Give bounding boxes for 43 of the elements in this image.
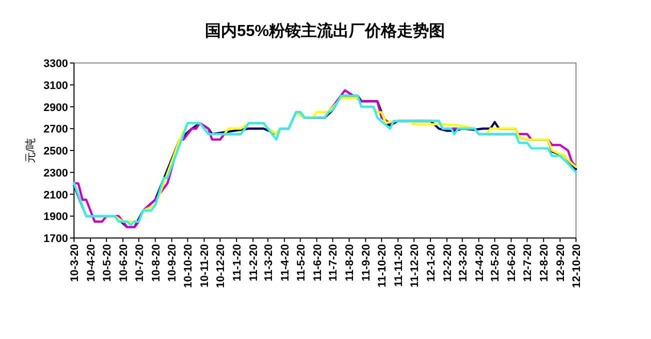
x-tick-label: 12-3-20 [457,244,470,282]
x-tick-label: 12-8-20 [538,244,551,282]
x-tick-label: 12-2-20 [442,244,454,282]
x-tick-label: 10-11-20 [199,244,212,288]
x-tick-label: 10-5-20 [101,244,114,282]
x-tick-label: 10-3-20 [69,244,81,282]
x-tick-label: 11-1-20 [232,244,244,282]
x-tick-label: 10-6-20 [118,244,130,282]
x-tick-label: 10-7-20 [134,244,146,282]
y-axis-title: 元/吨 [24,138,37,164]
y-tick-label: 2300 [44,167,68,180]
x-tick-label: 12-7-20 [522,244,534,282]
x-tick-label: 11-12-20 [408,244,421,288]
y-tick-label: 2700 [44,124,68,136]
y-tick-label: 2900 [44,102,68,114]
x-tick-label: 12-5-20 [490,244,502,282]
x-tick-label: 11-7-20 [328,244,340,282]
x-tick-label: 11-8-20 [344,244,356,282]
x-tick-label: 11-5-20 [295,244,308,282]
y-tick-label: 3300 [44,58,68,70]
y-tick-label: 1700 [44,233,68,245]
x-tick-label: 11-9-20 [360,244,373,282]
x-tick-label: 11-2-20 [248,244,260,282]
x-tick-label: 10-9-20 [166,244,179,282]
x-tick-label: 11-11-20 [393,244,406,287]
x-tick-label: 10-4-20 [85,244,98,282]
x-tick-label: 12-9-20 [555,244,568,282]
y-tick-label: 2500 [44,146,68,158]
x-tick-label: 12-1-20 [425,244,438,282]
x-tick-label: 10-12-20 [215,244,228,288]
chart-title: 国内55%粉铵主流出厂价格走势图 [204,21,446,40]
x-tick-label: 11-3-20 [262,244,275,282]
y-tick-label: 3100 [44,80,68,92]
x-tick-label: 10-10-20 [182,244,195,288]
x-tick-label: 11-4-20 [279,244,292,282]
y-tick-label: 1900 [44,211,68,224]
y-tick-label: 2100 [44,189,68,202]
x-tick-label: 11-6-20 [312,244,324,282]
x-tick-label: 12-6-20 [506,244,518,282]
x-tick-label: 10-8-20 [150,244,162,282]
x-tick-label: 12-10-20 [571,244,583,288]
x-tick-label: 12-4-20 [474,244,486,282]
x-tick-label: 11-10-20 [376,244,389,288]
